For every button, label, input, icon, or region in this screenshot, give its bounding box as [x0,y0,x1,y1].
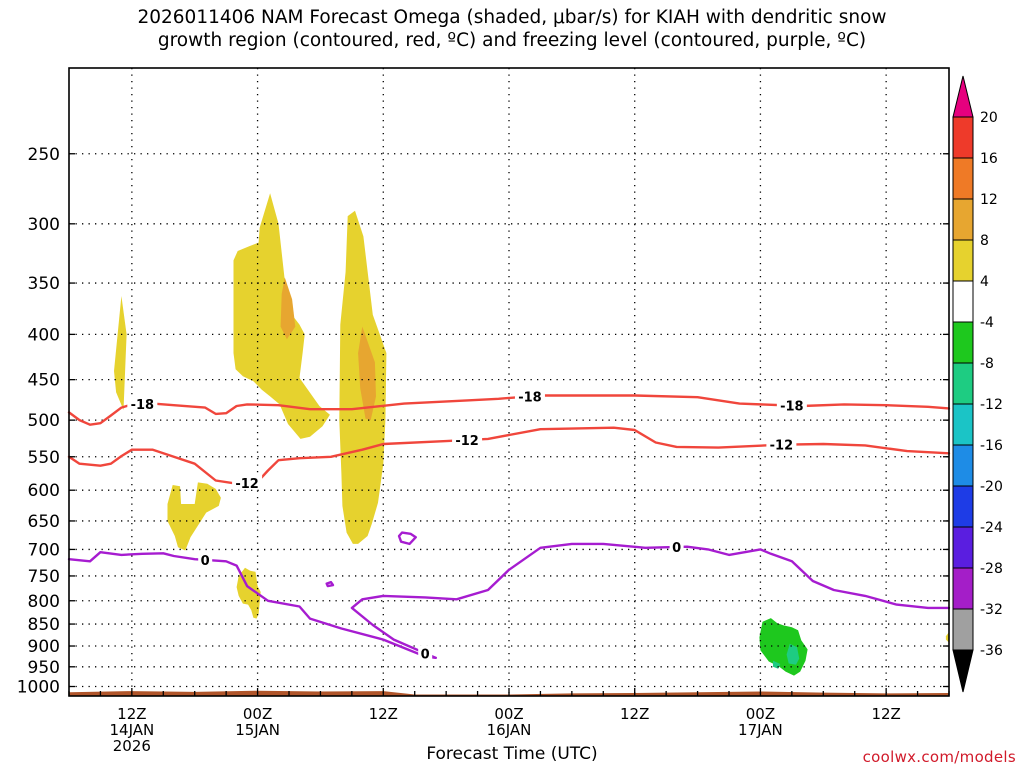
contour-label: -12 [235,477,259,492]
omega-shade-1 [167,482,221,551]
x-tick-label: 00Z [494,705,523,723]
y-tick-label: 1000 [17,678,60,698]
x-tick-label: 17JAN [738,721,783,739]
contour-label: 0 [672,541,681,556]
colorbar-arrow-top [952,75,974,118]
colorbar-label: 20 [980,110,998,126]
x-tick-label: 14JAN [109,721,154,739]
colorbar-arrow-bottom [952,649,974,693]
contour-4 [397,531,417,546]
colorbar-bin [952,116,974,159]
omega-shade-2 [236,567,261,619]
contour-label-bg [232,474,263,490]
colorbar-label: -4 [980,315,994,331]
contour-label-bg [776,397,807,413]
colorbar-bin [952,280,974,323]
y-tick-label: 400 [28,325,60,345]
y-tick-label: 600 [28,481,60,501]
y-tick-label: 350 [28,274,60,294]
colorbar-bin [952,362,974,405]
colorbar-label: -16 [980,438,1003,454]
contour-label: -12 [770,439,794,454]
contour-3 [350,542,951,659]
title-line-1: 2026011406 NAM Forecast Omega (shaded, μ… [137,7,887,28]
colorbar-label: -36 [980,643,1003,659]
contour-label: -18 [518,390,542,405]
y-tick-label: 250 [28,145,60,165]
x-tick-label: 00Z [746,705,775,723]
x-tick-label: 12Z [871,705,900,723]
y-tick-label: 550 [28,448,60,468]
y-tick-label: 750 [28,567,60,587]
y-tick-label: 650 [28,512,60,532]
contour-label-bg [669,538,684,554]
colorbar-label: 4 [980,274,989,290]
contour-label: -18 [131,398,155,413]
colorbar-bin [952,608,974,651]
omega-shade-5 [280,277,296,340]
colorbar-bin [952,485,974,528]
omega-shade-6 [358,326,376,421]
y-tick-label: 500 [28,411,60,431]
contour-label-bg [198,551,213,567]
contour-label: -18 [780,400,804,415]
colorbar-label: -20 [980,479,1003,495]
colorbar-label: -32 [980,602,1003,618]
y-tick-label: 700 [28,540,60,560]
y-tick-label: 950 [28,658,60,678]
y-tick-label: 450 [28,371,60,391]
y-tick-label: 900 [28,637,60,657]
colorbar-label: 8 [980,233,989,249]
y-tick-label: 300 [28,215,60,235]
colorbar-bin [952,526,974,569]
colorbar-bin [952,239,974,282]
x-tick-label: 12Z [117,705,146,723]
site-credit[interactable]: coolwx.com/models [862,748,1016,766]
colorbar-bin [952,157,974,200]
colorbar-label: -24 [980,520,1003,536]
contour-label: 0 [421,647,430,662]
contour-label: 0 [201,554,210,569]
omega-shade-8 [786,643,800,665]
x-tick-label: 15JAN [235,721,280,739]
colorbar-label: -8 [980,356,994,372]
contour-0 [67,394,951,426]
colorbar-label: -12 [980,397,1003,413]
contour-label-bg [766,436,797,452]
contour-label-bg [452,431,483,447]
colorbar-label: 16 [980,151,998,167]
colorbar-label: -28 [980,561,1003,577]
x-tick-label: 00Z [243,705,272,723]
contour-2 [67,551,437,659]
colorbar-bin [952,403,974,446]
x-tick-label: 12Z [620,705,649,723]
colorbar-bin [952,198,974,241]
y-tick-label: 800 [28,592,60,612]
chart-title: 2026011406 NAM Forecast Omega (shaded, μ… [0,6,1024,52]
contour-1 [67,426,951,485]
title-line-2: growth region (contoured, red, ºC) and f… [157,30,867,51]
contour-label-bg [514,388,545,404]
colorbar-label: 12 [980,192,998,208]
colorbar-bin [952,321,974,364]
omega-shade-0 [114,296,127,410]
x-tick-label: 2026 [113,737,151,755]
contour-label-bg [418,645,433,661]
x-tick-label: 12Z [369,705,398,723]
colorbar-bin [952,444,974,487]
colorbar-bin [952,567,974,610]
x-tick-label: 16JAN [487,721,532,739]
y-tick-label: 850 [28,615,60,635]
contour-label: -12 [455,434,479,449]
contour-label-bg [127,396,158,412]
contour-5 [325,580,335,588]
